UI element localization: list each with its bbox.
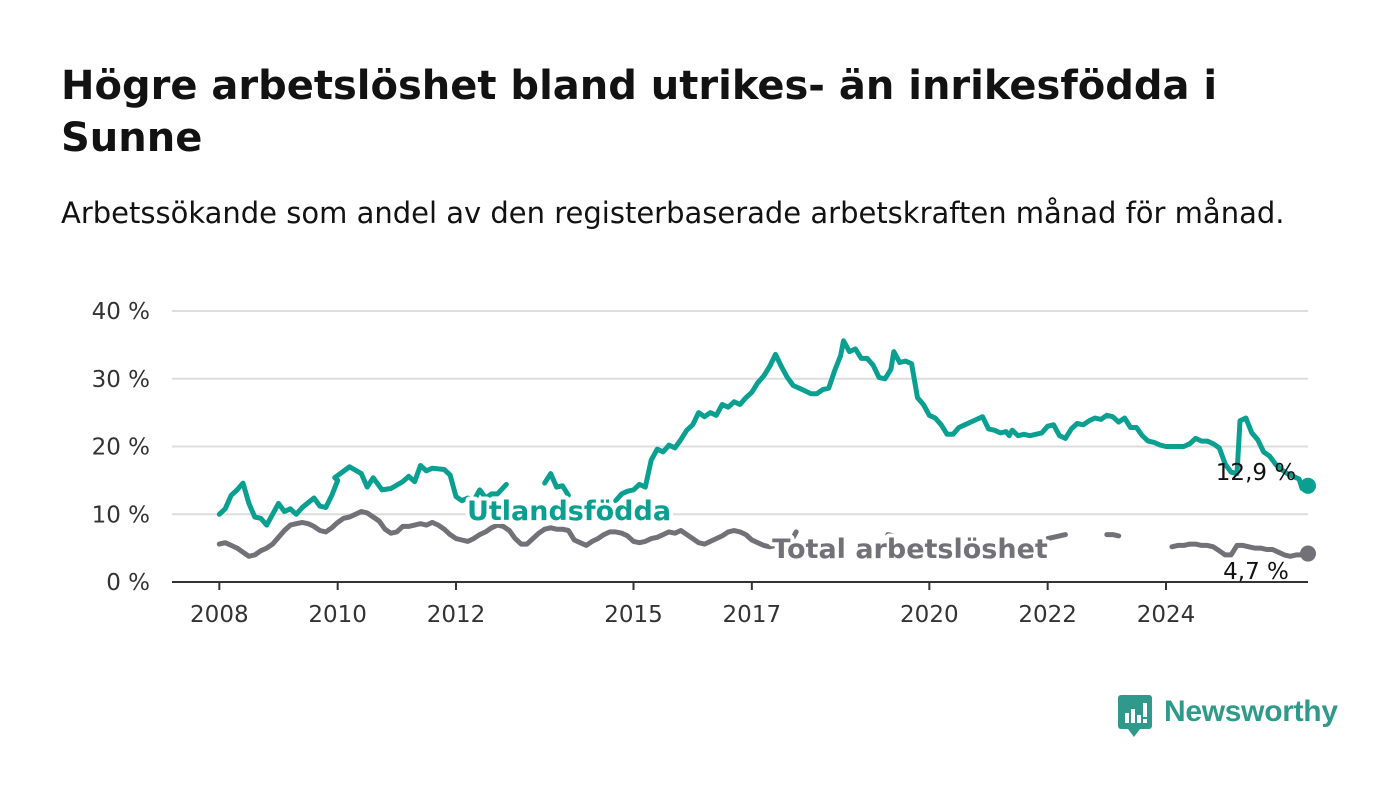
bar-chart-speech-bubble-icon (1118, 695, 1152, 737)
x-tick-label: 2010 (308, 602, 367, 628)
series-line-utlandsfodda (216, 338, 1311, 528)
end-label-total: 4,7 % (1223, 559, 1289, 585)
series-labels: 12,9 %4,7 %UtlandsföddaUtlandsföddaTotal… (463, 460, 1296, 585)
x-tick-label: 2012 (427, 602, 486, 628)
brand-name: Newsworthy (1164, 695, 1338, 728)
newsworthy-logo: Newsworthy (1118, 690, 1338, 737)
y-tick-label: 20 % (92, 435, 150, 461)
gridlines (172, 310, 1308, 583)
series-label-total-halo: Total arbetslöshet (772, 534, 1048, 565)
y-tick-label: 10 % (92, 502, 150, 528)
x-axis-tick-labels: 2008 2010 2012 2015 2017 2020 2022 2024 (190, 582, 1195, 628)
series-end-point (1300, 545, 1316, 562)
chart-subtitle: Arbetssökande som andel av den registerb… (61, 196, 1285, 230)
series-lines (216, 338, 1316, 562)
y-tick-label: 40 % (92, 299, 150, 325)
x-tick-label: 2017 (723, 602, 782, 628)
series-label-total: Total arbetslöshet (772, 534, 1048, 565)
y-tick-label: 0 % (106, 570, 150, 596)
x-tick-label: 2020 (900, 602, 959, 628)
series-end-point (1300, 477, 1316, 494)
x-tick-label: 2022 (1018, 602, 1077, 628)
end-label-utlandsfodda: 12,9 % (1216, 460, 1296, 486)
y-tick-label: 30 % (92, 367, 150, 393)
y-axis-tick-labels: 0 % 10 % 20 % 30 % 40 % (92, 299, 150, 596)
series-line-total (216, 509, 1311, 559)
series-label-utlandsfodda: Utlandsfödda (467, 496, 671, 527)
x-tick-label: 2008 (190, 602, 249, 628)
x-tick-label: 2024 (1137, 602, 1196, 628)
chart-title: Högre arbetslöshet bland utrikes- än inr… (61, 63, 1218, 161)
series-label-utlandsfodda-halo: Utlandsfödda (467, 496, 671, 527)
x-tick-label: 2015 (604, 602, 663, 628)
